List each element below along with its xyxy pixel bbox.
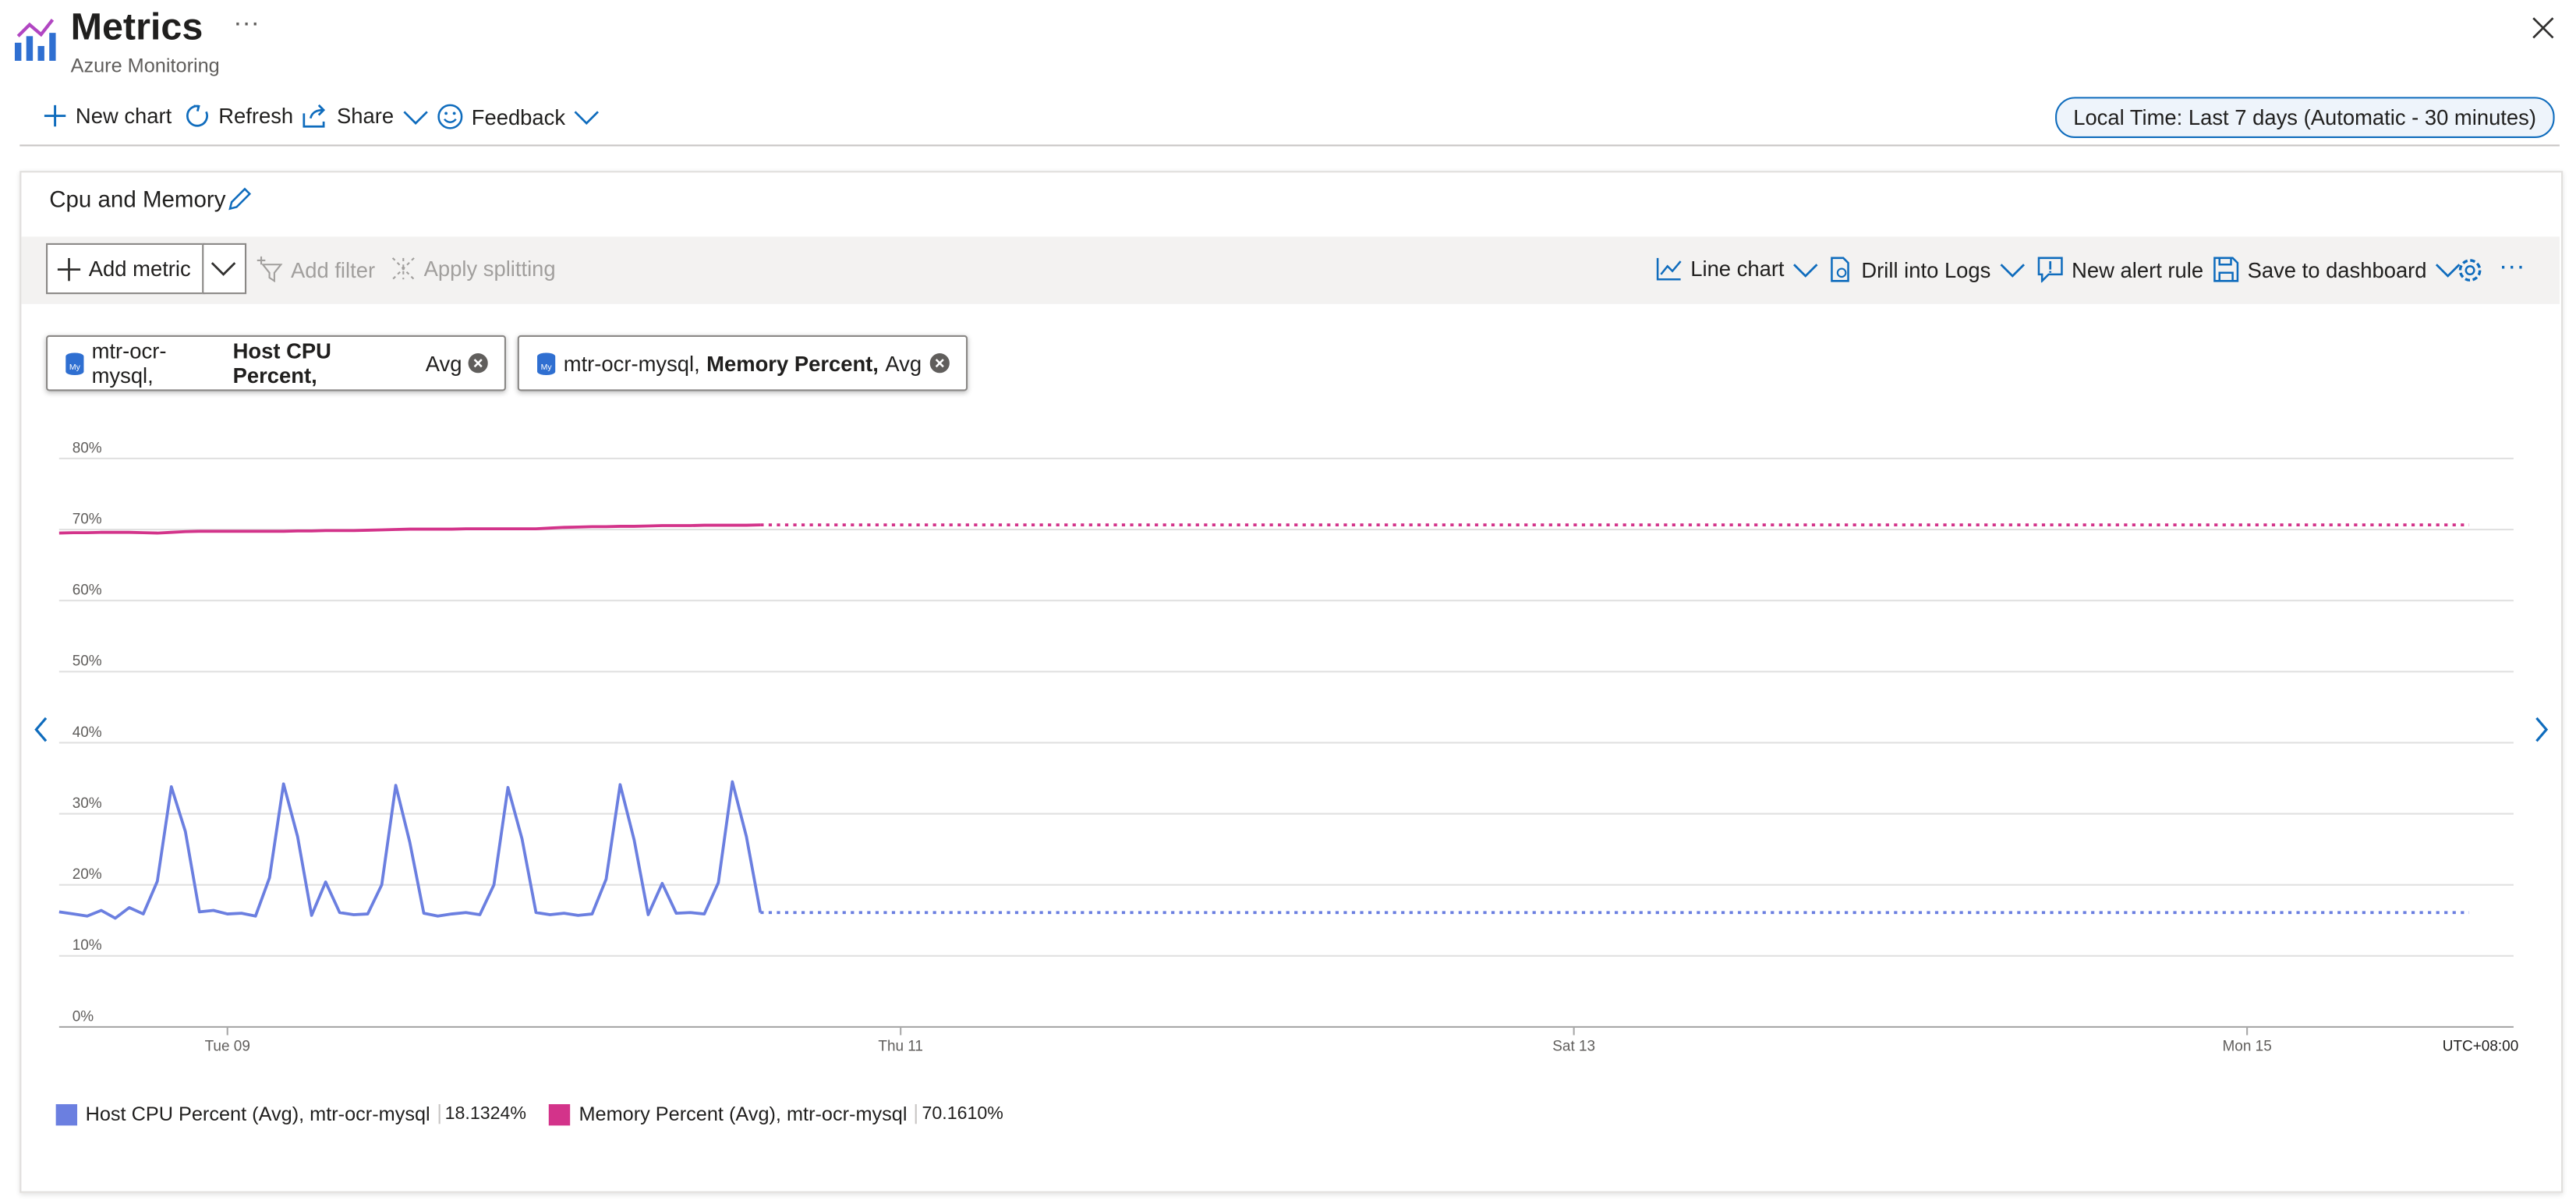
label: Add filter [290,257,376,282]
mysql-icon: My [65,352,84,374]
x-tick-label: Mon 15 [2223,1038,2272,1054]
label: Apply splitting [423,256,556,282]
label: Refresh [218,103,294,129]
y-tick-label: 30% [73,795,102,812]
page-subtitle: Azure Monitoring [70,54,220,78]
y-tick-label: 70% [73,511,102,527]
close-button[interactable] [2532,16,2555,39]
settings-button[interactable] [2456,257,2484,285]
chart-panel [19,171,2564,1193]
remove-metric-button[interactable] [929,353,950,374]
label: New chart [75,103,172,129]
label: Drill into Logs [1861,257,1991,282]
more-chart-options[interactable]: ··· [2498,253,2525,282]
label: Line chart [1690,256,1785,282]
drill-into-logs-button[interactable]: Drill into Logs [1827,257,2025,283]
save-to-dashboard-button[interactable]: Save to dashboard [2213,257,2461,283]
y-tick-label: 20% [73,866,102,883]
chart: UTC+08:00 0% 10% 20% 30% 40% 50% 60% 70% 80% Tue … [34,440,2549,1054]
label: Share [336,103,395,129]
edit-title-button[interactable] [227,186,253,212]
y-tick-label: 60% [73,583,102,599]
chart-toolbar [21,236,2560,304]
series-line [58,523,761,535]
new-alert-rule-button[interactable]: New alert rule [2037,257,2203,283]
feedback-button[interactable]: Feedback [437,104,600,130]
pill-metric: Memory Percent, [706,350,879,376]
pill-aggregation: Avg [885,350,922,376]
chart-panel-title: Cpu and Memory [49,186,226,212]
series-line [58,780,763,920]
x-tick-label: Thu 11 [878,1038,923,1054]
label: Add metric [88,256,191,282]
metric-pill[interactable]: My mtr-ocr-mysql, Memory Percent, Avg [517,335,968,391]
y-tick-label: 80% [73,440,102,456]
pill-metric: Host CPU Percent, [232,338,331,388]
y-tick-label: 40% [73,724,102,741]
divider [19,144,2560,147]
legend-item[interactable]: Memory Percent (Avg), mtr-ocr-mysql 70.16… [549,1102,1003,1126]
share-button[interactable]: Share [303,103,429,129]
mysql-icon: My [537,352,556,374]
add-metric-dropdown[interactable] [202,243,247,295]
pill-resource: mtr-ocr-mysql, [563,350,700,376]
legend-label: Memory Percent (Avg), mtr-ocr-mysql [579,1102,908,1126]
legend-value: 18.1324% [438,1103,526,1124]
svg-text:My: My [69,362,81,371]
x-tick-label: Tue 09 [205,1038,250,1054]
label: New alert rule [2072,257,2204,282]
line-chart-button[interactable]: Line chart [1656,256,1819,282]
label: Feedback [471,104,566,129]
time-range-button[interactable]: Local Time: Last 7 days (Automatic - 30 … [2055,97,2555,138]
timezone-label: UTC+08:00 [2443,1038,2518,1054]
y-tick-label: 0% [73,1008,94,1025]
page-title: Metrics [70,5,203,48]
refresh-button[interactable]: Refresh [186,103,294,129]
legend-item[interactable]: Host CPU Percent (Avg), mtr-ocr-mysql 18.… [55,1102,526,1126]
remove-metric-button[interactable] [468,353,488,374]
legend-value: 70.1610% [915,1103,1003,1124]
x-tick-label: Sat 13 [1552,1038,1595,1054]
label: Save to dashboard [2247,257,2427,282]
new-chart-button[interactable]: New chart [43,103,172,129]
legend: Host CPU Percent (Avg), mtr-ocr-mysql 18.… [55,1102,1003,1126]
pill-resource: mtr-ocr-mysql, [91,338,167,388]
apply-splitting-button[interactable]: Apply splitting [391,256,556,282]
legend-swatch [55,1103,78,1125]
add-filter-button[interactable]: Add filter [257,256,376,283]
metric-pill[interactable]: My mtr-ocr-mysql, Host CPU Percent, Avg [45,335,506,391]
legend-swatch [549,1103,571,1125]
y-tick-label: 50% [73,653,102,670]
pan-left-button[interactable] [34,717,48,742]
pill-aggregation: Avg [425,350,462,376]
legend-label: Host CPU Percent (Avg), mtr-ocr-mysql [85,1102,430,1126]
more-button[interactable]: ··· [233,9,260,38]
metrics-icon [14,18,56,61]
svg-text:My: My [541,362,553,371]
y-tick-label: 10% [73,937,102,954]
pan-right-button[interactable] [2535,717,2549,742]
